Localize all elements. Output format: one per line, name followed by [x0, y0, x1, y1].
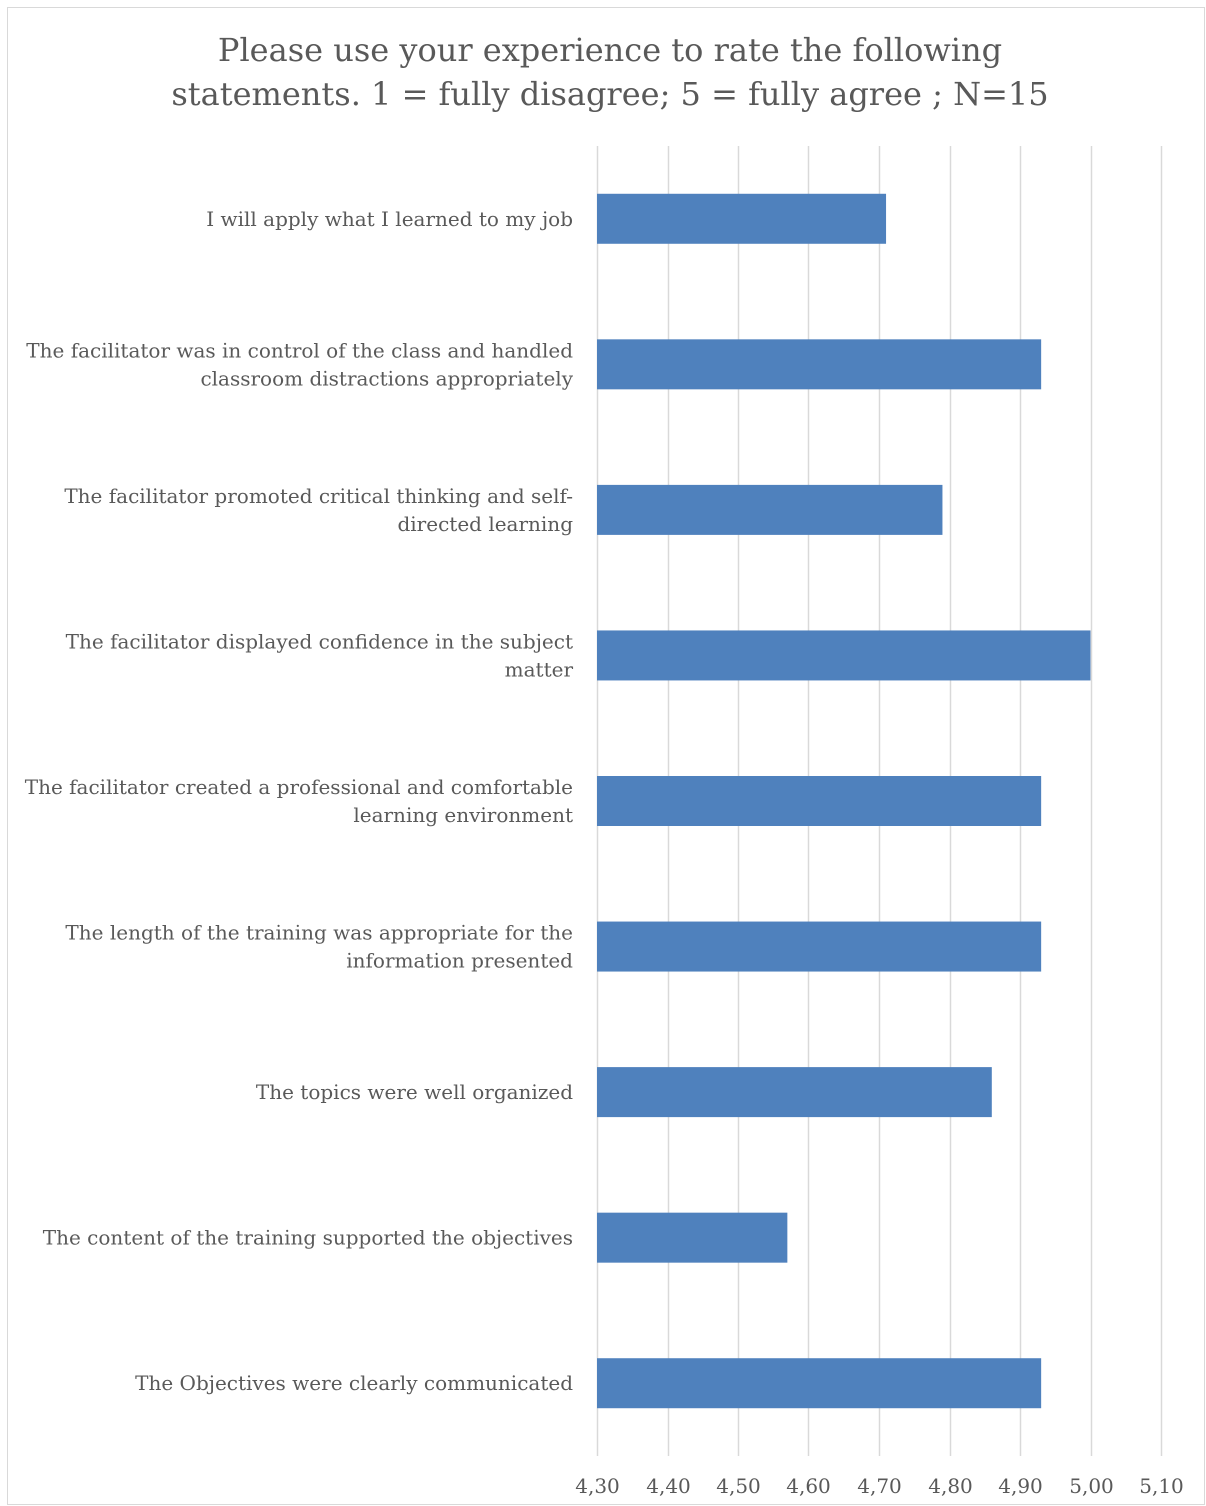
x-tick-label: 4,80: [928, 1474, 973, 1498]
category-label: information presented: [346, 949, 573, 973]
bar: [597, 776, 1042, 826]
category-label: matter: [505, 657, 574, 681]
category-label: The facilitator displayed confidence in …: [66, 629, 573, 653]
x-tick-label: 4,30: [575, 1474, 620, 1498]
category-label: The content of the training supported th…: [43, 1226, 573, 1250]
category-label: The facilitator created a professional a…: [25, 775, 573, 799]
category-label: The topics were well organized: [256, 1080, 573, 1104]
chart-title: Please use your experience to rate the f…: [171, 31, 1049, 113]
bars: [597, 193, 1091, 1409]
category-labels: I will apply what I learned to my job The…: [25, 207, 574, 1395]
category-label: I will apply what I learned to my job: [206, 207, 573, 231]
x-tick-label: 4,50: [716, 1474, 761, 1498]
bar: [597, 1212, 788, 1263]
category-label: directed learning: [397, 512, 573, 536]
bar: [597, 339, 1042, 390]
bar: [597, 484, 943, 535]
x-tick-label: 5,10: [1139, 1474, 1184, 1498]
bar: [597, 921, 1042, 972]
category-label: classroom distractions appropriately: [200, 366, 573, 390]
bar: [597, 1067, 992, 1118]
x-tick-label: 4,90: [998, 1474, 1043, 1498]
x-tick-label: 5,00: [1069, 1474, 1114, 1498]
category-label: The Objectives were clearly communicated: [135, 1371, 573, 1395]
bar: [597, 193, 887, 244]
x-tick-label: 4,40: [646, 1474, 691, 1498]
category-label: The length of the training was appropria…: [65, 921, 573, 945]
category-label: learning environment: [353, 803, 573, 827]
bar: [597, 630, 1091, 681]
x-axis-ticks: 4,30 4,40 4,50 4,60 4,70 4,80 4,90 5,00 5,10: [575, 1474, 1184, 1498]
x-tick-label: 4,70: [857, 1474, 902, 1498]
bar: [597, 1358, 1042, 1409]
x-tick-label: 4,60: [786, 1474, 831, 1498]
category-label: The facilitator was in control of the cl…: [26, 338, 573, 362]
category-label: The facilitator promoted critical thinki…: [64, 484, 573, 508]
